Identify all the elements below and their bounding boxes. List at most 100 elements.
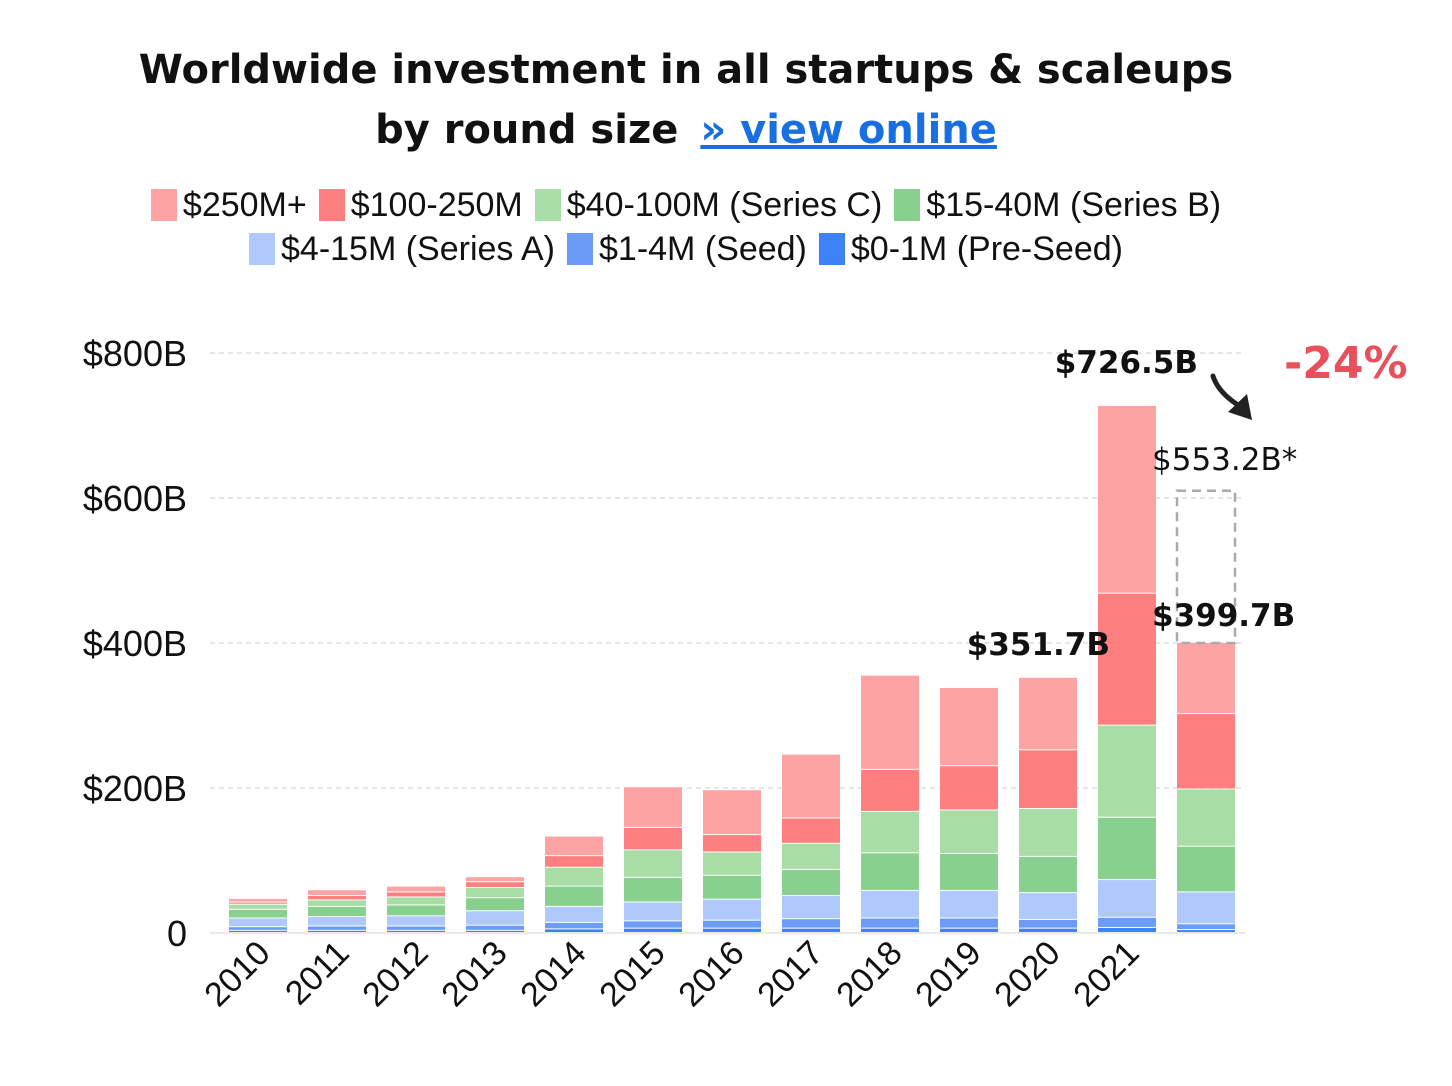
bar-segment — [703, 875, 761, 899]
bar-segment — [940, 853, 998, 890]
view-online-link[interactable]: » view online — [700, 107, 997, 153]
bar-segment — [940, 810, 998, 853]
bar-segment — [1019, 809, 1077, 856]
bar-segment — [861, 853, 919, 890]
arrowhead-icon — [1228, 394, 1252, 420]
bar-segment — [1098, 880, 1156, 917]
title-line-1: Worldwide investment in all startups & s… — [138, 47, 1234, 93]
bar-segment — [229, 930, 287, 932]
bar-segment — [387, 905, 445, 916]
bar-segment — [308, 900, 366, 906]
bar-segment — [545, 906, 603, 922]
legend: $250M+ $100-250M $40-100M (Series C) $15-40… — [0, 183, 1372, 271]
legend-item: $4-15M (Series A) — [249, 227, 555, 271]
bar-segment — [782, 754, 840, 818]
x-tick-label: 2016 — [671, 934, 751, 1014]
bar-segment — [545, 856, 603, 867]
bar-segment — [308, 926, 366, 930]
y-tick-label: $400B — [83, 623, 187, 664]
bar-segment — [308, 906, 366, 917]
bar-segment — [624, 928, 682, 932]
legend-label: $4-15M (Series A) — [281, 230, 555, 268]
legend-label: $15-40M (Series B) — [926, 186, 1222, 224]
bar-segment — [624, 921, 682, 928]
x-tick-label: 2017 — [750, 934, 830, 1014]
bar-segment — [387, 930, 445, 932]
bar-segment — [861, 918, 919, 928]
bar-segment — [387, 916, 445, 926]
bar-segment — [861, 890, 919, 918]
bar-segment — [229, 909, 287, 918]
bar-segment — [466, 911, 524, 925]
bar-segment — [624, 787, 682, 827]
bar-segment — [1019, 677, 1077, 750]
bar-segment — [466, 877, 524, 882]
bar-segment — [624, 850, 682, 877]
legend-swatch — [567, 233, 593, 265]
bar-segment — [861, 811, 919, 853]
legend-item: $100-250M — [318, 183, 523, 227]
x-tick-label: 2019 — [908, 934, 988, 1014]
legend-label: $100-250M — [350, 186, 523, 224]
legend-swatch — [894, 189, 921, 221]
bar-segment — [624, 877, 682, 902]
legend-item: $250M+ — [150, 183, 307, 227]
legend-item: $1-4M (Seed) — [567, 227, 807, 271]
legend-item: $15-40M (Series B) — [894, 183, 1221, 227]
bar-segment — [466, 925, 524, 930]
bar-segment — [782, 928, 840, 932]
bar-segment — [466, 888, 524, 898]
bar-segment — [703, 928, 761, 932]
bar-segment — [466, 898, 524, 911]
bar-segment — [861, 928, 919, 932]
x-tick-label: 2018 — [829, 934, 909, 1014]
total-label-2022: $399.7B — [1152, 598, 1295, 634]
bar-segment — [1019, 919, 1077, 928]
bar-segment — [782, 869, 840, 896]
total-label-2021: $726.5B — [1055, 345, 1198, 381]
bar-segment — [387, 926, 445, 930]
total-label-2020: $351.7B — [967, 627, 1110, 663]
bar-segment — [466, 882, 524, 888]
chart-title: Worldwide investment in all startups & s… — [0, 40, 1372, 160]
bar-segment — [545, 886, 603, 906]
bar-segment — [703, 835, 761, 852]
bar-segment — [782, 896, 840, 919]
bar-segment — [545, 922, 603, 929]
bar-segment — [624, 902, 682, 921]
bar-segment — [229, 904, 287, 909]
bar-segment — [387, 897, 445, 905]
bar-segment — [624, 827, 682, 850]
bar-segment — [1098, 927, 1156, 932]
bar-segment — [940, 928, 998, 932]
projected-label: $553.2B* — [1152, 442, 1297, 478]
bar-segment — [940, 766, 998, 810]
bar-segment — [1098, 725, 1156, 817]
bar-segment — [1098, 817, 1156, 880]
bar-segment — [782, 919, 840, 928]
bar-segment — [229, 918, 287, 927]
bar-segment — [308, 896, 366, 900]
bar-segment — [1019, 893, 1077, 919]
bar-segment — [1177, 846, 1235, 892]
bar-segment — [387, 886, 445, 892]
legend-swatch — [150, 189, 177, 221]
legend-swatch — [318, 189, 345, 221]
x-tick-label: 2013 — [434, 934, 514, 1014]
bar-segment — [229, 927, 287, 930]
bar-segment — [1177, 930, 1235, 932]
legend-label: $0-1M (Pre-Seed) — [850, 230, 1123, 268]
y-tick-label: $800B — [83, 333, 187, 374]
bar-segment — [545, 836, 603, 856]
legend-label: $40-100M (Series C) — [566, 186, 883, 224]
bar-segment — [308, 890, 366, 896]
bar-segment — [545, 929, 603, 932]
bar-segment — [703, 899, 761, 920]
bar-segment — [940, 918, 998, 928]
change-label: -24% — [1284, 338, 1408, 389]
legend-swatch — [534, 189, 561, 221]
bar-segment — [545, 867, 603, 886]
bar-segment — [782, 818, 840, 843]
bar-segment — [1019, 928, 1077, 932]
